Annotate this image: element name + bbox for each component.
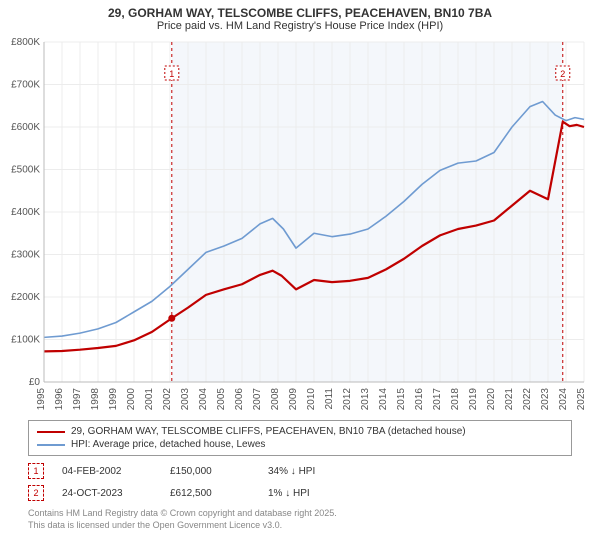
line-chart: £0 £100K £200K £300K £400K £500K £600K £700K £80… (0, 36, 600, 416)
sale-marker-icon: 2 (28, 485, 44, 501)
svg-text:2001: 2001 (144, 388, 155, 411)
sale-delta: 34% ↓ HPI (268, 466, 348, 477)
svg-text:£400K: £400K (11, 207, 40, 218)
svg-text:2007: 2007 (252, 388, 263, 411)
chart-title: 29, GORHAM WAY, TELSCOMBE CLIFFS, PEACEH… (0, 0, 600, 20)
svg-text:2016: 2016 (414, 388, 425, 411)
credits: Contains HM Land Registry data © Crown c… (28, 508, 572, 531)
svg-text:2021: 2021 (504, 388, 515, 411)
svg-text:1995: 1995 (36, 388, 47, 411)
svg-text:2020: 2020 (486, 388, 497, 411)
svg-text:2008: 2008 (270, 388, 281, 411)
svg-text:2025: 2025 (576, 388, 587, 411)
svg-text:1998: 1998 (90, 388, 101, 411)
svg-text:£800K: £800K (11, 37, 40, 48)
svg-text:2000: 2000 (126, 388, 137, 411)
svg-text:£200K: £200K (11, 292, 40, 303)
svg-text:2023: 2023 (540, 388, 551, 411)
svg-text:2014: 2014 (378, 388, 389, 411)
svg-text:2019: 2019 (468, 388, 479, 411)
chart-subtitle: Price paid vs. HM Land Registry's House … (0, 20, 600, 36)
svg-text:2011: 2011 (324, 388, 335, 410)
legend-label: 29, GORHAM WAY, TELSCOMBE CLIFFS, PEACEH… (71, 426, 466, 437)
svg-text:2017: 2017 (432, 388, 443, 411)
sale-date: 04-FEB-2002 (62, 466, 152, 477)
legend-swatch (37, 444, 65, 446)
svg-text:2018: 2018 (450, 388, 461, 411)
svg-text:£500K: £500K (11, 165, 40, 176)
legend-label: HPI: Average price, detached house, Lewe… (71, 439, 265, 450)
chart-container: 29, GORHAM WAY, TELSCOMBE CLIFFS, PEACEH… (0, 0, 600, 560)
svg-text:2: 2 (560, 69, 565, 79)
svg-text:£700K: £700K (11, 80, 40, 91)
svg-text:2015: 2015 (396, 388, 407, 411)
sale-row: 2 24-OCT-2023 £612,500 1% ↓ HPI (28, 482, 572, 504)
svg-text:2004: 2004 (198, 388, 209, 411)
svg-text:£300K: £300K (11, 250, 40, 261)
svg-text:1999: 1999 (108, 388, 119, 411)
svg-text:2006: 2006 (234, 388, 245, 411)
sale-date: 24-OCT-2023 (62, 488, 152, 499)
svg-text:1997: 1997 (72, 388, 83, 411)
svg-text:1: 1 (169, 69, 174, 79)
legend: 29, GORHAM WAY, TELSCOMBE CLIFFS, PEACEH… (28, 420, 572, 456)
sale-delta: 1% ↓ HPI (268, 488, 348, 499)
svg-text:2022: 2022 (522, 388, 533, 411)
sale-price: £150,000 (170, 466, 250, 477)
svg-text:£600K: £600K (11, 122, 40, 133)
legend-item: 29, GORHAM WAY, TELSCOMBE CLIFFS, PEACEH… (37, 425, 563, 438)
svg-text:2003: 2003 (180, 388, 191, 411)
sale-marker-icon: 1 (28, 463, 44, 479)
credits-line: Contains HM Land Registry data © Crown c… (28, 508, 572, 520)
svg-text:2009: 2009 (288, 388, 299, 411)
svg-text:2002: 2002 (162, 388, 173, 411)
legend-swatch (37, 431, 65, 433)
svg-text:£0: £0 (29, 377, 41, 388)
sale-price: £612,500 (170, 488, 250, 499)
sale-row: 1 04-FEB-2002 £150,000 34% ↓ HPI (28, 460, 572, 482)
legend-item: HPI: Average price, detached house, Lewe… (37, 438, 563, 451)
svg-text:£100K: £100K (11, 335, 40, 346)
svg-text:2012: 2012 (342, 388, 353, 411)
svg-text:2005: 2005 (216, 388, 227, 411)
svg-text:1996: 1996 (54, 388, 65, 411)
svg-text:2024: 2024 (558, 388, 569, 411)
sale-events: 1 04-FEB-2002 £150,000 34% ↓ HPI 2 24-OC… (28, 460, 572, 504)
credits-line: This data is licensed under the Open Gov… (28, 520, 572, 532)
svg-text:2010: 2010 (306, 388, 317, 411)
svg-text:2013: 2013 (360, 388, 371, 411)
